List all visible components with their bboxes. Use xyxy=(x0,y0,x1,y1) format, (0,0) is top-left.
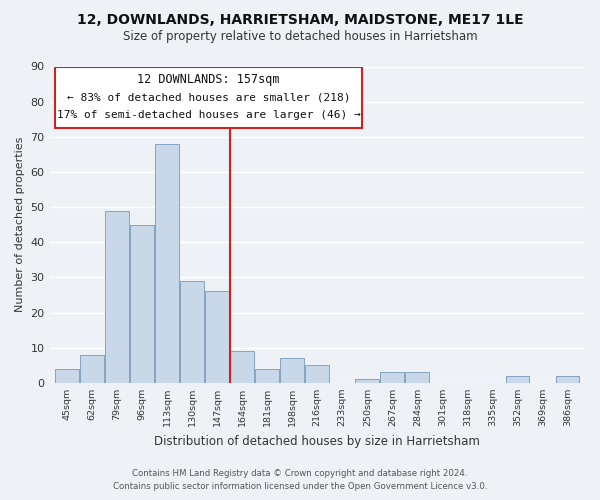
Bar xyxy=(280,358,304,383)
Bar xyxy=(205,292,229,383)
Bar xyxy=(256,368,279,383)
Bar xyxy=(355,380,379,383)
Bar xyxy=(130,224,154,383)
Bar xyxy=(80,354,104,383)
Bar xyxy=(230,351,254,383)
X-axis label: Distribution of detached houses by size in Harrietsham: Distribution of detached houses by size … xyxy=(154,434,480,448)
Bar xyxy=(305,365,329,383)
Bar xyxy=(556,376,580,383)
Text: 12, DOWNLANDS, HARRIETSHAM, MAIDSTONE, ME17 1LE: 12, DOWNLANDS, HARRIETSHAM, MAIDSTONE, M… xyxy=(77,12,523,26)
FancyBboxPatch shape xyxy=(55,66,362,128)
Y-axis label: Number of detached properties: Number of detached properties xyxy=(15,137,25,312)
Text: 17% of semi-detached houses are larger (46) →: 17% of semi-detached houses are larger (… xyxy=(56,110,361,120)
Bar xyxy=(406,372,429,383)
Bar xyxy=(380,372,404,383)
Bar xyxy=(180,281,204,383)
Bar xyxy=(155,144,179,383)
Bar xyxy=(506,376,529,383)
Bar xyxy=(105,210,129,383)
Text: ← 83% of detached houses are smaller (218): ← 83% of detached houses are smaller (21… xyxy=(67,92,350,102)
Bar xyxy=(55,368,79,383)
Text: 12 DOWNLANDS: 157sqm: 12 DOWNLANDS: 157sqm xyxy=(137,74,280,86)
Text: Contains HM Land Registry data © Crown copyright and database right 2024.
Contai: Contains HM Land Registry data © Crown c… xyxy=(113,470,487,491)
Text: Size of property relative to detached houses in Harrietsham: Size of property relative to detached ho… xyxy=(122,30,478,43)
